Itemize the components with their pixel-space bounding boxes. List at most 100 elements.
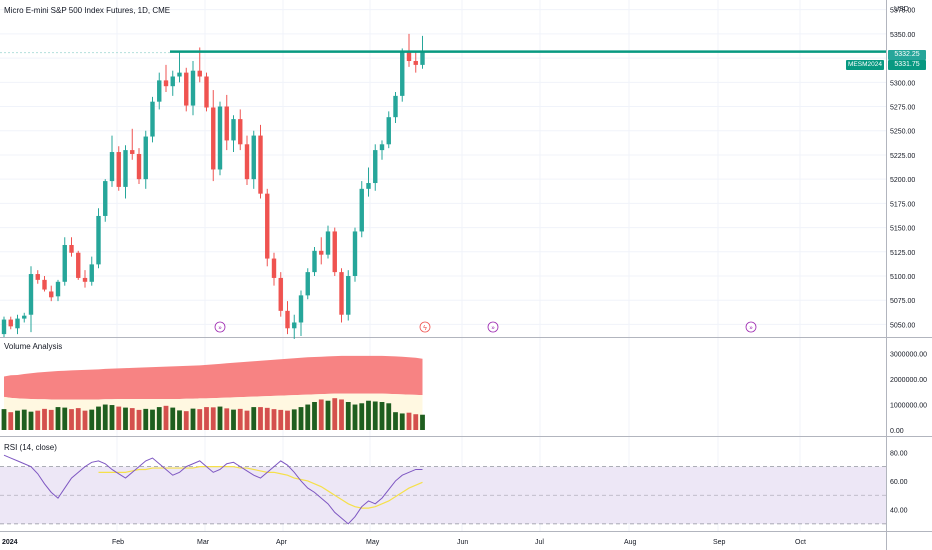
candle-body (163, 80, 169, 87)
time-tick-label: Aug (624, 539, 637, 546)
volume-bar (305, 404, 311, 430)
volume-bar (413, 414, 419, 430)
candle-body (130, 150, 135, 154)
volume-bar (224, 408, 230, 430)
candle-body (204, 76, 209, 108)
time-tick-label: Feb (112, 539, 124, 546)
volume-bar (285, 410, 290, 430)
candle-body (373, 150, 378, 184)
volume-bar (177, 410, 182, 430)
candle-body (312, 250, 317, 273)
volume-bar (291, 409, 297, 430)
time-tick-label: 2024 (2, 539, 18, 546)
time-tick-label: Jun (457, 539, 468, 546)
volume-bar (197, 409, 203, 430)
chart-title: Micro E-mini S&P 500 Index Futures, 1D, … (4, 6, 171, 15)
time-tick-label: Mar (197, 539, 210, 546)
candle-body (292, 322, 297, 329)
price-tick-label: 5350.00 (890, 32, 915, 39)
volume-bar (244, 410, 250, 430)
candle-body (359, 188, 364, 232)
candle-body (42, 279, 47, 290)
price-tick-label: 5175.00 (890, 201, 915, 208)
dividend-icon-glyph: » (218, 326, 222, 332)
earnings-glyph: ϟ (423, 325, 427, 332)
candle-body (109, 152, 115, 182)
candle-body (217, 106, 223, 170)
volume-bar (258, 407, 263, 430)
candle-body (325, 231, 331, 255)
candle-body (379, 144, 385, 151)
volume-bar (339, 399, 344, 430)
price-tick-label: 5100.00 (890, 274, 915, 281)
candle-body (298, 295, 304, 323)
time-tick-label: Sep (713, 539, 726, 546)
rsi-line (3, 454, 423, 525)
currency-label[interactable]: USD (894, 6, 909, 13)
time-tick-label: Jul (535, 539, 544, 546)
rsi-pane (0, 454, 886, 525)
volume-bar (109, 405, 115, 430)
candles (1, 33, 425, 339)
volume-bar (163, 405, 169, 430)
volume-bar (312, 402, 317, 430)
rsi-tick-label: 40.00 (890, 508, 908, 515)
volume-bar (170, 407, 176, 430)
volume-bar (366, 400, 371, 430)
time-tick-label: May (366, 539, 380, 546)
volume-tick-label: 2000000.00 (890, 377, 927, 384)
grid-lines (0, 0, 886, 531)
volume-bar (393, 412, 398, 430)
dividend-icon: » (487, 321, 499, 333)
volume-bar (75, 408, 81, 430)
candle-body (332, 231, 337, 273)
rsi-pane-title[interactable]: RSI (14, close) (4, 443, 57, 452)
volume-bar (406, 412, 412, 430)
candle-body (62, 245, 67, 282)
volume-pane-title[interactable]: Volume Analysis (4, 342, 63, 351)
volume-bar (318, 399, 324, 430)
price-tick-label: 5250.00 (890, 129, 915, 136)
candle-body (413, 61, 418, 65)
volume-bar (217, 406, 223, 430)
volume-bar (251, 407, 257, 430)
volume-tick-label: 3000000.00 (890, 352, 927, 359)
candle-body (319, 250, 324, 255)
price-tick-label: 5225.00 (890, 153, 915, 160)
volume-bar (82, 410, 88, 430)
candle-body (224, 106, 229, 141)
volume-pane (1, 355, 425, 430)
volume-bar (237, 408, 243, 430)
dividend-icon-circle (745, 321, 757, 333)
horizontal-line-price-tag: 5331.75 (888, 60, 926, 70)
candle-body (157, 80, 162, 102)
candle-body (251, 135, 256, 180)
volume-bar (298, 407, 304, 430)
volume-bar (264, 407, 270, 430)
candle-body (82, 277, 88, 282)
horizontal-line-label[interactable]: MESM2024 (846, 60, 884, 70)
dividend-icon-glyph: » (749, 326, 753, 332)
volume-bar (35, 410, 41, 430)
candle-body (35, 274, 40, 280)
candle-body (96, 215, 101, 265)
volume-bar (231, 409, 236, 430)
candle-body (190, 70, 196, 106)
volume-bar (379, 402, 385, 430)
candle-body (28, 274, 34, 315)
volume-bar (28, 411, 34, 430)
price-tick-label: 5150.00 (890, 226, 915, 233)
volume-bar (42, 408, 47, 430)
price-tick-label: 5050.00 (890, 322, 915, 329)
candle-body (1, 319, 7, 335)
volume-bar (116, 406, 122, 430)
earnings-lightning-icon: ϟ (419, 321, 431, 333)
price-tick-label: 5275.00 (890, 105, 915, 112)
price-tick-label: 5075.00 (890, 298, 915, 305)
volume-bar (359, 403, 365, 430)
candle-body (103, 181, 108, 216)
candle-body (123, 150, 128, 187)
candle-body (238, 119, 243, 145)
volume-bar (143, 408, 149, 430)
